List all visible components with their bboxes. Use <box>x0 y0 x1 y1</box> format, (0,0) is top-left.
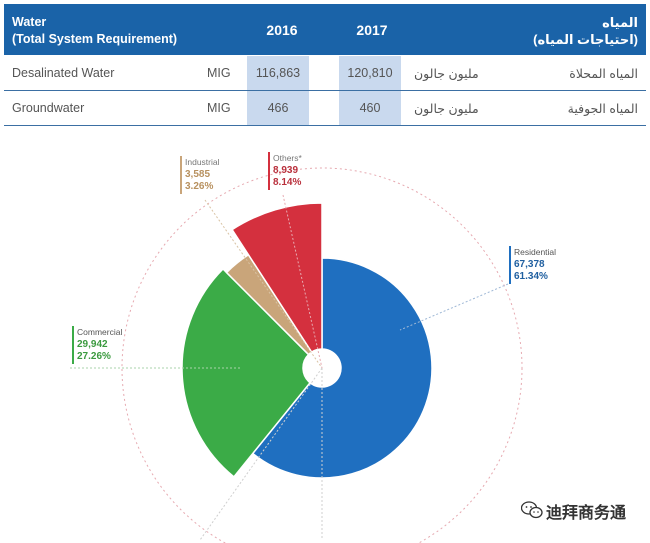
table-row: Desalinated Water MIG 116,863 120,810 مل… <box>4 56 646 91</box>
label-residential-name: Residential <box>514 247 557 257</box>
value-2016: 466 <box>247 91 309 125</box>
header-year-2016: 2016 <box>266 22 298 38</box>
leader-others <box>282 194 323 369</box>
label-residential: Residential 67,378 61.34% <box>509 246 556 284</box>
label-commercial: Commercial 29,942 27.26% <box>72 326 122 364</box>
label-residential-percent: 61.34% <box>514 271 548 282</box>
row-label-ar: المياه المحلاة <box>569 67 638 81</box>
row-label: Desalinated Water <box>12 66 115 80</box>
label-others: Others* 8,939 8.14% <box>268 152 302 190</box>
label-others-name: Others* <box>273 153 302 163</box>
label-industrial-percent: 3.26% <box>185 181 214 192</box>
watermark-text: 迪拜商务通 <box>546 505 627 522</box>
header-year-2017: 2017 <box>356 22 388 38</box>
label-commercial-percent: 27.26% <box>77 351 111 362</box>
chart-slices <box>181 202 433 479</box>
row-label-ar: المياه الجوفية <box>567 102 638 116</box>
leader-axis-diag <box>199 367 323 541</box>
row-unit: MIG <box>207 66 231 80</box>
row-label: Groundwater <box>12 101 85 115</box>
label-residential-value: 67,378 <box>514 258 545 270</box>
row-unit-ar: مليون جالون <box>414 102 479 116</box>
guide-circle-outer <box>121 167 523 543</box>
value-2017: 460 <box>339 91 401 125</box>
label-others-value: 8,939 <box>273 164 299 176</box>
wechat-icon <box>521 501 543 519</box>
table-header: Water (Total System Requirement) 2016 20… <box>4 4 646 55</box>
chart-leader-lines <box>70 194 509 541</box>
value-2017: 120,810 <box>339 56 401 90</box>
leader-residential <box>399 283 509 331</box>
label-others-percent: 8.14% <box>273 177 302 188</box>
header-title-en: Water (Total System Requirement) <box>12 15 178 46</box>
row-unit-ar: مليون جالون <box>414 67 479 81</box>
header-title-ar: المياه (احتياجات المياه) <box>533 15 638 47</box>
row-unit: MIG <box>207 101 231 115</box>
label-commercial-value: 29,942 <box>77 338 108 350</box>
value-2016: 116,863 <box>247 56 309 90</box>
label-industrial-value: 3,585 <box>185 168 211 180</box>
label-industrial-name: Industrial <box>185 157 220 167</box>
label-industrial: Industrial 3,585 3.26% <box>180 156 220 194</box>
label-commercial-name: Commercial <box>77 327 123 337</box>
table-row: Groundwater MIG 466 460 مليون جالون المي… <box>4 91 646 126</box>
